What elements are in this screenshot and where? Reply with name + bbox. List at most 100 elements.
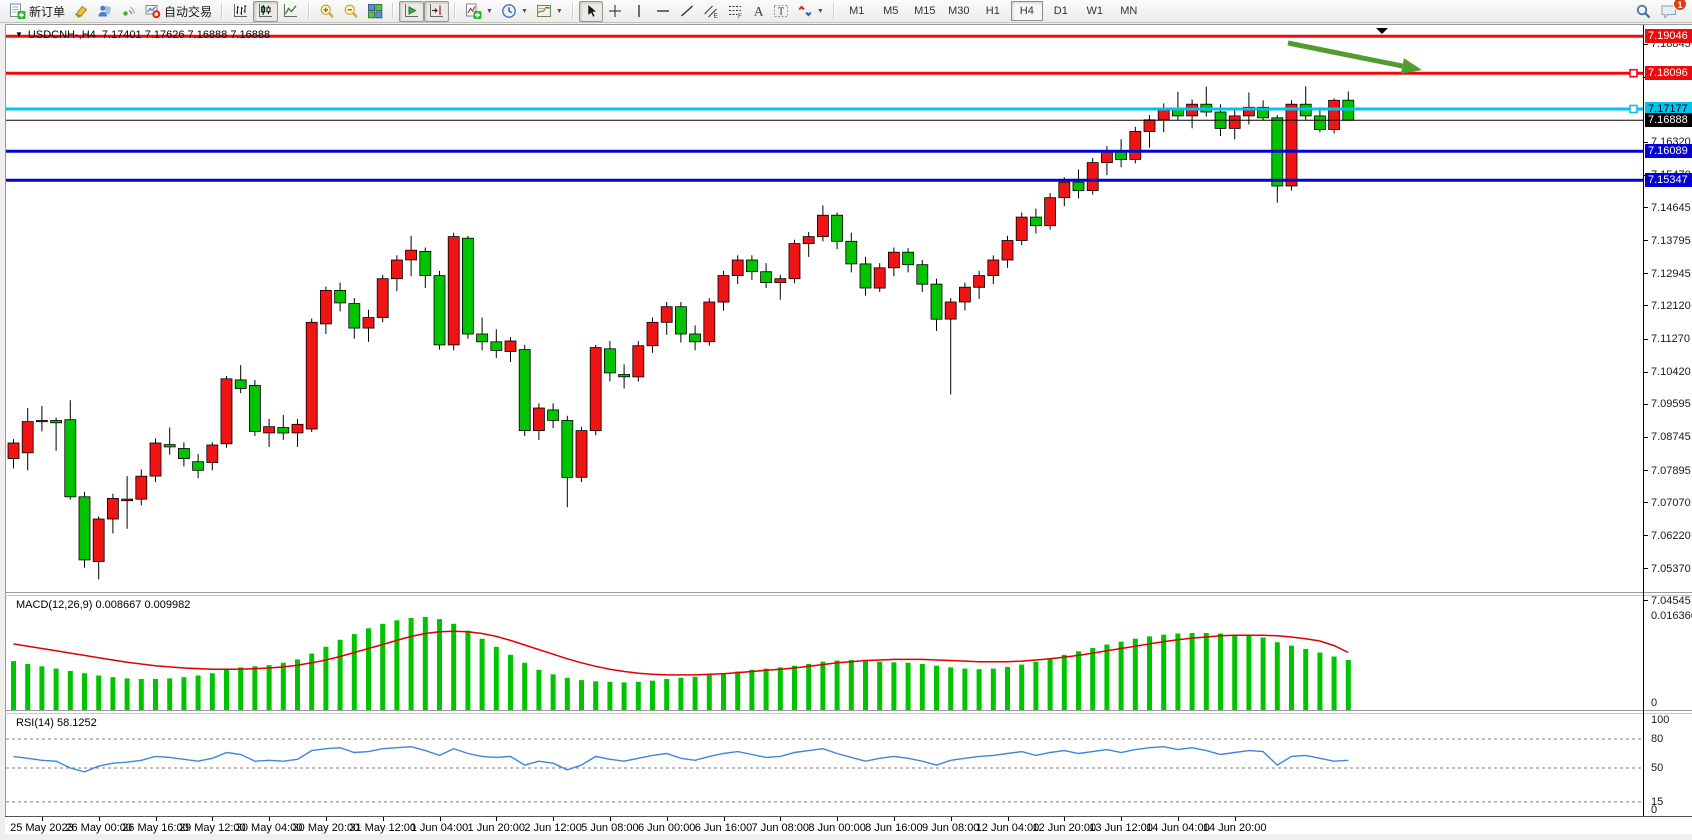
panel-separator[interactable] <box>5 710 1692 711</box>
period-clock-button[interactable]: ▼ <box>497 1 532 22</box>
time-tick-label: 25 May 2023 <box>10 822 74 834</box>
notification-badge[interactable]: 1 <box>1673 0 1687 11</box>
timeframe-M1[interactable]: M1 <box>849 5 865 17</box>
line-chart-button[interactable] <box>278 1 303 22</box>
toolbar-separator <box>221 3 224 19</box>
auto-scroll-button[interactable] <box>399 0 425 22</box>
time-tick-mark <box>780 817 782 821</box>
rsi-panel[interactable]: RSI(14) 58.1252 <box>6 714 1643 816</box>
panel-separator[interactable] <box>5 592 1692 593</box>
symbol-dropdown-icon[interactable]: ▼ <box>15 30 23 39</box>
toolbar-separator <box>454 3 457 19</box>
timeframe-H1[interactable]: H1 <box>985 5 1000 17</box>
cursor-icon <box>583 3 599 19</box>
auto-scroll-icon <box>403 3 420 19</box>
price-line-tag[interactable]: 7.17177 <box>1645 101 1692 116</box>
cursor-button[interactable] <box>578 0 603 22</box>
auto-trading-button[interactable]: 自动交易 <box>141 1 216 22</box>
price-tick-label: 7.08745 <box>1651 431 1691 444</box>
price-line-tag[interactable]: 7.16888 <box>1645 113 1692 128</box>
dropdown-caret-icon[interactable]: ▼ <box>486 7 493 15</box>
dropdown-caret-icon[interactable]: ▼ <box>555 7 563 15</box>
price-tick-mark <box>1643 371 1648 373</box>
svg-text:A: A <box>754 4 764 19</box>
text-label-button[interactable]: T <box>769 1 793 22</box>
dropdown-caret-icon[interactable]: ▼ <box>816 7 824 15</box>
timeframe-M15[interactable]: M15 <box>914 5 936 17</box>
price-tick-mark <box>1643 568 1648 570</box>
indicators-button[interactable]: ▼ <box>461 1 497 22</box>
new-order-button[interactable]: 新订单 <box>5 1 69 22</box>
trendline-button[interactable] <box>675 1 699 22</box>
timeframe-M5[interactable]: M5 <box>883 5 899 17</box>
dropdown-caret-icon[interactable]: ▼ <box>520 7 528 15</box>
market-signal-button[interactable] <box>117 1 141 22</box>
time-tick-label: 12 Jun 04:00 <box>975 822 1040 834</box>
timeframe-M30[interactable]: M30 <box>948 5 970 17</box>
highlighter-icon <box>73 3 89 19</box>
time-tick-label: 5 Jun 08:00 <box>581 822 639 834</box>
vertical-line-button[interactable] <box>627 1 651 22</box>
time-tick-mark <box>837 817 839 821</box>
crosshair-button[interactable] <box>603 1 627 22</box>
price-chart-panel[interactable]: ▼ USDCNH-,H4 7.17401 7.17626 7.16888 7.16… <box>6 25 1643 592</box>
zoom-out-button[interactable] <box>339 1 363 22</box>
price-line-tag[interactable]: 7.19046 <box>1645 29 1692 44</box>
search-button[interactable] <box>1635 3 1652 20</box>
macd-label: MACD(12,26,9) 0.008667 0.009982 <box>16 599 191 611</box>
timeframe-H4[interactable]: H4 <box>1010 1 1043 21</box>
horizontal-line-button[interactable] <box>651 1 675 22</box>
price-tick-label: 7.10420 <box>1651 366 1691 379</box>
rsi-chart <box>6 738 1643 803</box>
chat-button[interactable]: 1 <box>1660 0 1687 20</box>
toolbar-separator <box>571 3 574 19</box>
tile-windows-button[interactable] <box>363 1 387 22</box>
panel-separator[interactable] <box>5 713 1692 714</box>
timeframe-MN[interactable]: MN <box>1120 5 1138 17</box>
price-line-tag[interactable]: 7.18096 <box>1645 66 1692 81</box>
zoom-in-button[interactable] <box>315 1 339 22</box>
time-tick-label: 1 Jun 20:00 <box>467 822 526 834</box>
time-tick-label: 7 Jun 08:00 <box>751 822 810 834</box>
time-tick-mark <box>723 817 725 821</box>
line-chart-icon <box>282 3 299 19</box>
highlighter-button[interactable] <box>69 1 93 22</box>
templates-button[interactable]: ▼ <box>532 1 567 22</box>
panel-separator[interactable] <box>5 595 1692 596</box>
time-tick-label: 2 Jun 12:00 <box>524 822 582 834</box>
profile-button[interactable] <box>93 1 117 22</box>
time-tick-mark <box>41 817 43 821</box>
time-tick-label: 1 Jun 04:00 <box>410 822 469 834</box>
candlestick-chart[interactable] <box>6 25 1643 592</box>
zoom-in-icon <box>319 3 335 19</box>
price-tick-mark <box>1643 141 1648 143</box>
macd-panel[interactable]: MACD(12,26,9) 0.008667 0.009982 <box>6 596 1643 710</box>
text-button[interactable]: A <box>747 1 769 22</box>
chart-left-border <box>5 24 6 816</box>
text-icon: A <box>751 3 765 19</box>
timeframe-W1[interactable]: W1 <box>1086 5 1104 17</box>
candlesticks-button[interactable] <box>253 0 279 22</box>
price-tick-mark <box>1643 240 1648 242</box>
chart-shift-icon <box>428 3 445 19</box>
auto-trading-icon <box>145 3 161 19</box>
macd-signal-value: 0.009982 <box>144 599 191 611</box>
price-line-tag[interactable]: 7.15347 <box>1645 173 1692 188</box>
toolbar-separator <box>392 3 395 19</box>
time-tick-mark <box>325 817 327 821</box>
arrow-objects-button[interactable]: ▼ <box>793 1 828 22</box>
price-tick-mark <box>1643 207 1648 209</box>
ohlc-bars-button[interactable] <box>228 1 253 22</box>
fibonacci-button[interactable]: F <box>723 1 747 22</box>
time-tick-label: 30 May 04:00 <box>235 822 303 834</box>
timeframe-D1[interactable]: D1 <box>1053 5 1068 17</box>
chart-shift-button[interactable] <box>424 0 450 22</box>
rsi-scale-50: 50 <box>1651 762 1664 774</box>
rsi-scale-100: 100 <box>1651 713 1670 726</box>
fibonacci-icon: F <box>727 3 743 19</box>
toolbar-right: 1 <box>1635 0 1689 20</box>
equidistant-channel-icon: E <box>703 3 719 19</box>
svg-text:F: F <box>738 13 742 19</box>
price-line-tag[interactable]: 7.16089 <box>1645 144 1692 159</box>
equidistant-channel-button[interactable]: E <box>699 1 723 22</box>
